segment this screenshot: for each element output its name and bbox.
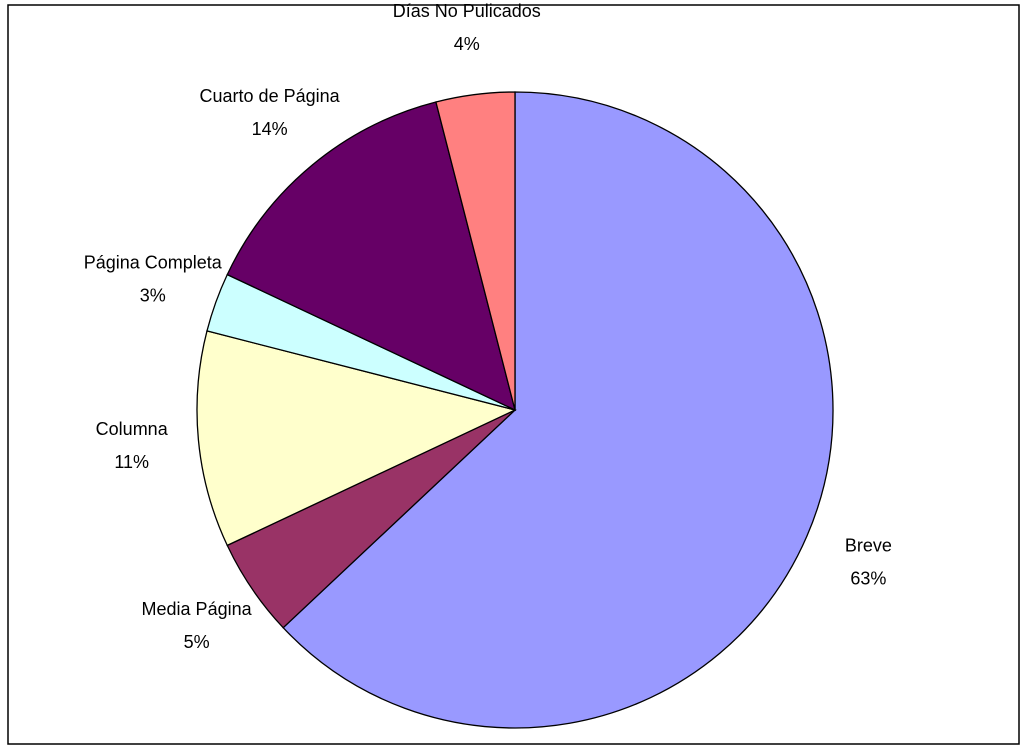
slice-value-label: 63% bbox=[850, 569, 886, 589]
slice-value-label: 14% bbox=[252, 119, 288, 139]
slice-label: Cuarto de Página bbox=[200, 86, 341, 106]
slice-label: Columna bbox=[96, 419, 169, 439]
pie-slice bbox=[435, 91, 516, 411]
pie-slice bbox=[282, 91, 834, 729]
slice-value-label: 3% bbox=[140, 285, 166, 305]
slice-label: Página Completa bbox=[84, 252, 223, 272]
slice-label: Días No Pulicados bbox=[393, 1, 541, 21]
pie-slice bbox=[196, 330, 517, 547]
slice-label: Media Página bbox=[142, 599, 253, 619]
pie-slice bbox=[226, 101, 516, 412]
slice-label: Breve bbox=[845, 536, 892, 556]
slice-value-label: 11% bbox=[114, 452, 149, 472]
slice-value-label: 4% bbox=[454, 34, 480, 54]
slice-value-label: 5% bbox=[184, 632, 210, 652]
